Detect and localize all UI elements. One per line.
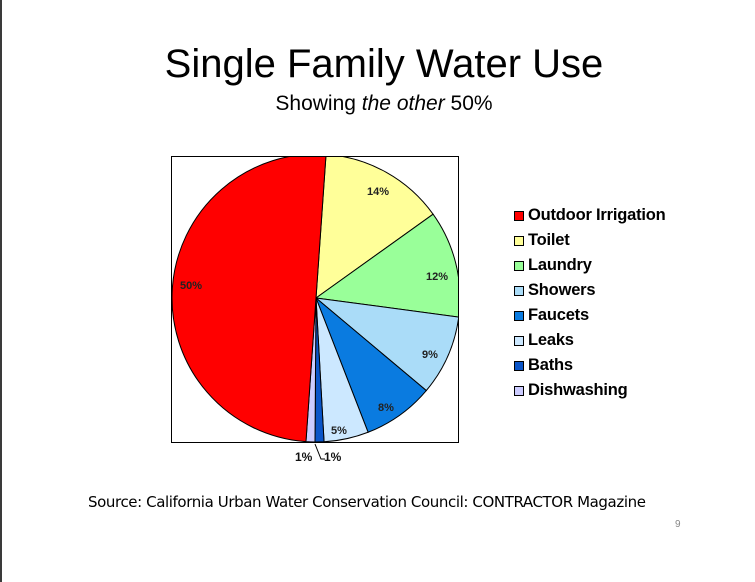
legend-item-laundry: Laundry [514,253,666,278]
legend-swatch-icon [514,335,524,346]
slice-label-leaks: 5% [331,425,347,437]
slice-label-outdoor-irrigation: 50% [180,280,202,292]
legend-swatch-icon [514,385,524,396]
slide-title: Single Family Water Use [164,42,604,86]
slice-label-showers: 9% [422,349,438,361]
legend-swatch-icon [514,260,524,271]
slice-label-dishwashing: 1% [295,450,313,464]
chart-legend: Outdoor Irrigation Toilet Laundry Shower… [514,203,666,403]
legend-swatch-icon [514,210,524,221]
pie-chart: 14% 12% 9% 8% 5% 50% [172,157,458,442]
legend-item-leaks: Leaks [514,328,666,353]
legend-swatch-icon [514,360,524,371]
leader-line [314,443,325,460]
legend-swatch-icon [514,235,524,246]
slice-label-toilet: 14% [367,186,389,198]
pie-slice-toilet [315,157,434,300]
legend-item-toilet: Toilet [514,228,666,253]
pie-chart-plot-area: 14% 12% 9% 8% 5% 50% [171,156,459,443]
legend-item-baths: Baths [514,353,666,378]
legend-item-showers: Showers [514,278,666,303]
slice-label-laundry: 12% [426,271,448,283]
page-number: 9 [675,519,681,530]
subtitle-emphasis: the other [361,92,445,115]
slide-left-border [0,0,2,582]
legend-item-dishwashing: Dishwashing [514,378,666,403]
pie-slice-laundry [314,213,458,318]
slide-subtitle: Showing the other 50% [0,92,755,116]
subtitle-suffix: 50% [444,92,493,115]
legend-item-faucets: Faucets [514,303,666,328]
subtitle-prefix: Showing [275,92,362,115]
source-citation: Source: California Urban Water Conservat… [88,493,646,511]
slice-label-faucets: 8% [378,402,394,414]
pie-slice-showers [314,297,458,392]
legend-swatch-icon [514,285,524,296]
pie-slice-outdoor-irrigation [172,157,327,442]
slice-label-baths: 1% [324,450,342,464]
legend-swatch-icon [514,310,524,321]
legend-item-outdoor-irrigation: Outdoor Irrigation [514,203,666,228]
